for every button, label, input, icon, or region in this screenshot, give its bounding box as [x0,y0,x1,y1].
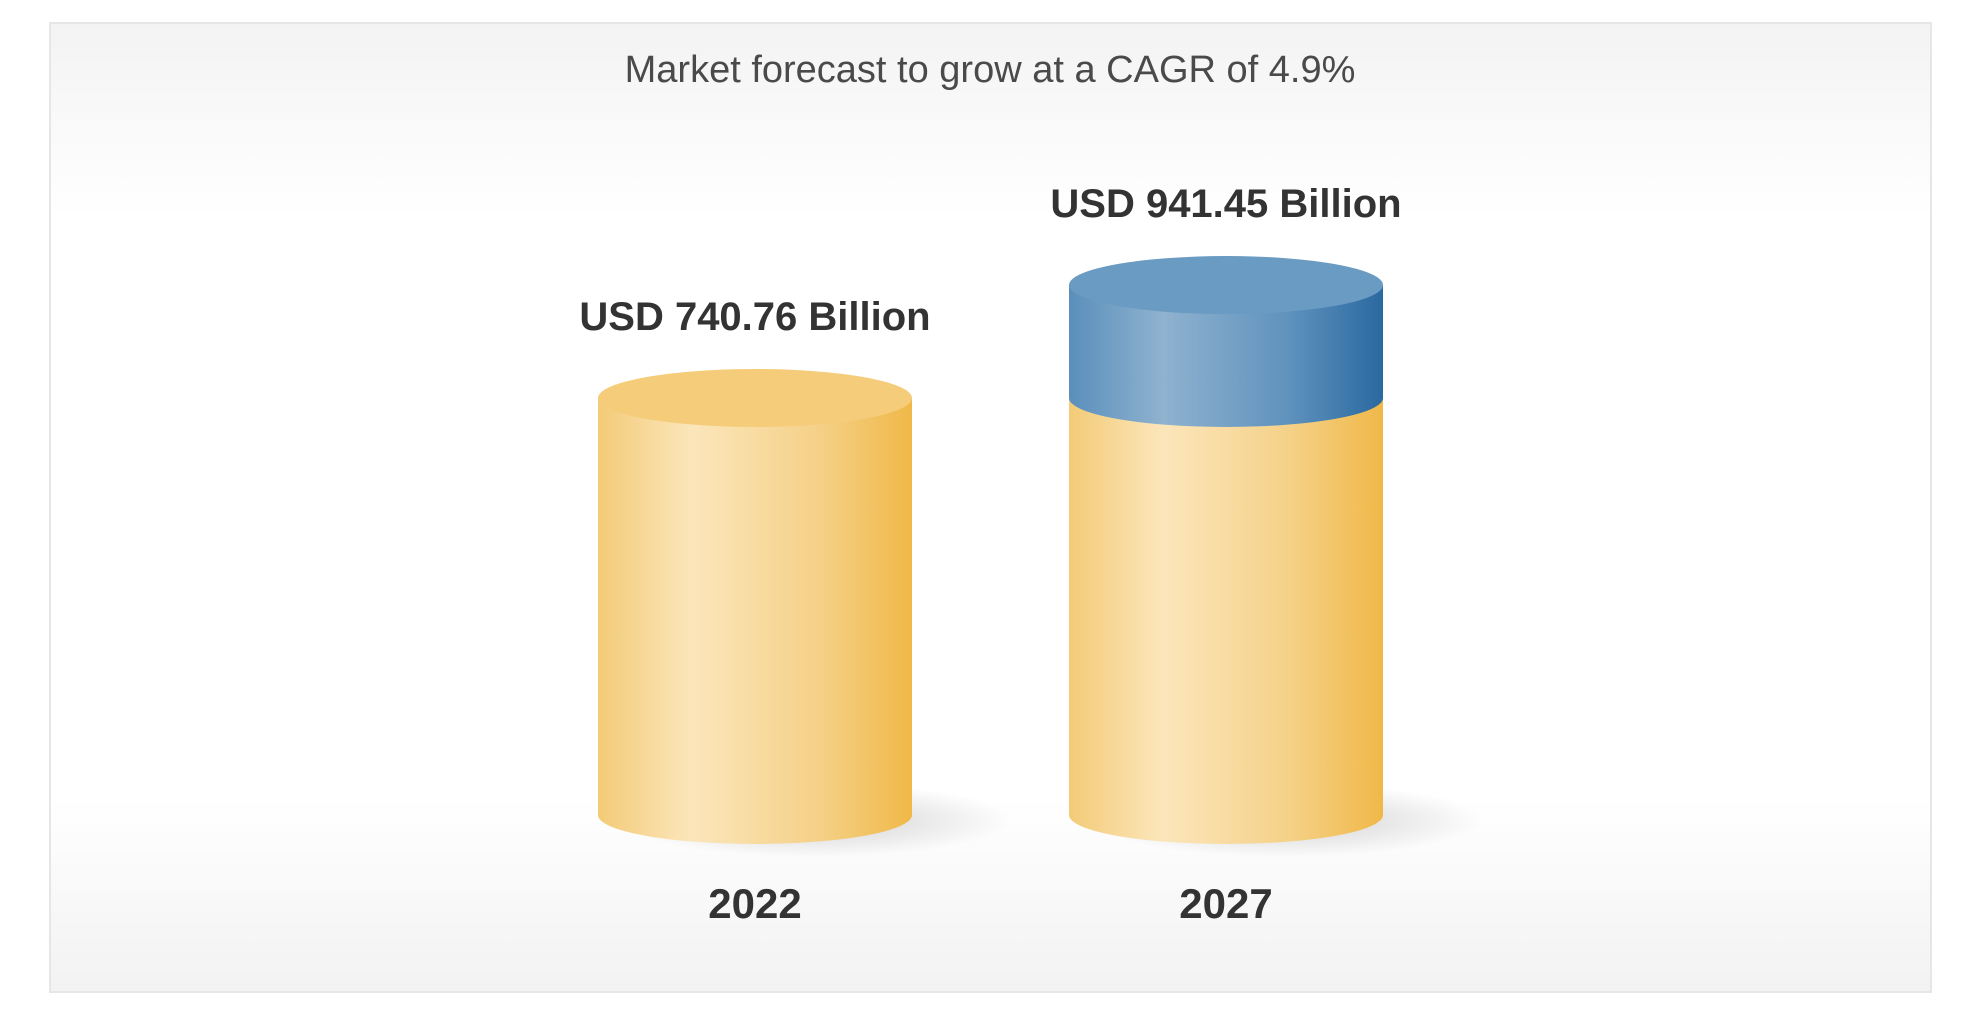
value-label: USD 740.76 Billion [579,295,930,339]
category-label: 2027 [1179,880,1272,927]
value-label: USD 941.45 Billion [1050,182,1401,226]
chart-title: Market forecast to grow at a CAGR of 4.9… [625,49,1356,91]
bar-growth-segment-top [1069,256,1383,315]
bar-2022-top [598,369,912,427]
chart-panel [49,22,1932,993]
bar-growth-segment [1069,285,1383,427]
bar-base-segment [1069,398,1383,844]
bar-2022 [598,398,912,844]
bars: USD 740.76 Billion 2022 USD 941.45 Billion… [579,182,1483,927]
category-label: 2022 [708,880,801,927]
